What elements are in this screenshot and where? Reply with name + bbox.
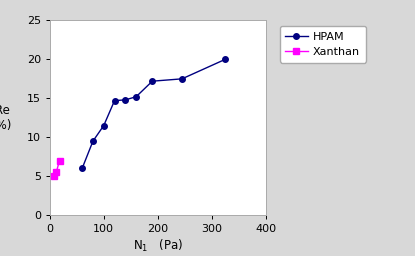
HPAM	[134, 95, 139, 98]
Xanthan	[54, 171, 59, 174]
HPAM	[223, 58, 228, 61]
HPAM	[112, 99, 117, 102]
Legend: HPAM, Xanthan: HPAM, Xanthan	[280, 26, 366, 63]
HPAM	[101, 124, 106, 127]
HPAM	[123, 98, 128, 101]
Y-axis label: ΔRe
(%): ΔRe (%)	[0, 104, 11, 132]
Line: Xanthan: Xanthan	[51, 158, 62, 179]
Line: HPAM: HPAM	[79, 57, 228, 171]
HPAM	[150, 80, 155, 83]
HPAM	[179, 77, 184, 80]
X-axis label: N$_{1}$   (Pa): N$_{1}$ (Pa)	[133, 238, 183, 254]
HPAM	[90, 140, 95, 143]
HPAM	[80, 167, 85, 170]
Xanthan	[51, 175, 56, 178]
Xanthan	[57, 159, 62, 162]
